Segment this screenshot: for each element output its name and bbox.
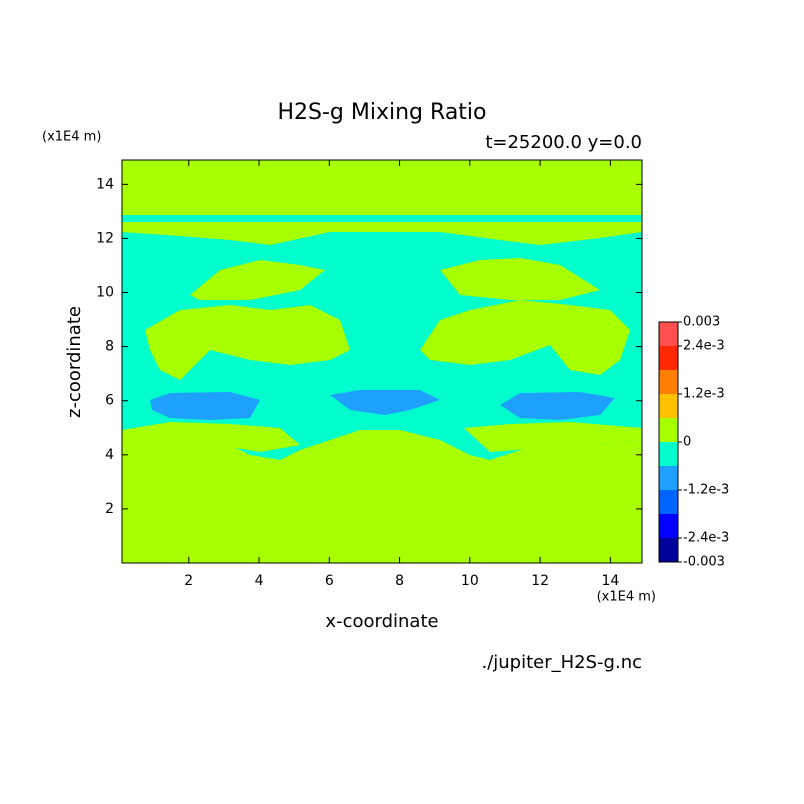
chart-subtitle: t=25200.0 y=0.0 <box>485 132 642 153</box>
contour-region <box>122 422 300 452</box>
y-unit: (x1E4 m) <box>42 130 101 145</box>
chart-title: H2S-g Mixing Ratio <box>277 100 486 125</box>
colorbar-band <box>659 370 678 394</box>
colorbar-band <box>659 490 678 514</box>
contour-region <box>145 305 350 380</box>
x-unit: (x1E4 m) <box>597 590 656 605</box>
colorbar-band <box>659 418 678 442</box>
colorbar-tick-label: -1.2e-3 <box>683 483 729 498</box>
x-tick-label: 6 <box>325 573 334 589</box>
y-tick-label: 2 <box>105 501 114 517</box>
contour-region <box>122 222 642 245</box>
plot-frame <box>121 159 643 564</box>
y-tick-label: 14 <box>96 176 114 192</box>
y-axis-label: z-coordinate <box>64 306 85 418</box>
x-axis-label: x-coordinate <box>325 611 438 632</box>
colorbar-band <box>659 514 678 538</box>
x-tick-label: 12 <box>531 573 549 589</box>
colorbar-band <box>659 442 678 466</box>
y-tick-label: 6 <box>105 393 114 409</box>
contour-region <box>330 390 440 415</box>
colorbar-tick-label: -0.003 <box>683 555 725 570</box>
contour-region <box>440 258 600 300</box>
x-tick-label: 10 <box>461 573 479 589</box>
colorbar-tick-label: 2.4e-3 <box>683 339 725 354</box>
source-file: ./jupiter_H2S-g.nc <box>481 652 642 673</box>
contour-region <box>190 260 325 300</box>
colorbar-tick-label: -2.4e-3 <box>683 531 729 546</box>
contour-region <box>464 422 642 452</box>
x-tick-label: 14 <box>601 573 619 589</box>
colorbar-tick-label: 0 <box>683 435 691 450</box>
colorbar-band <box>659 322 678 346</box>
colorbar-band <box>659 346 678 370</box>
contour-region <box>150 392 260 420</box>
colorbar-tick-label: 0.003 <box>683 315 720 330</box>
colorbar-band <box>659 466 678 490</box>
colorbar-band <box>659 538 678 562</box>
y-tick-label: 12 <box>96 230 114 246</box>
y-tick-label: 10 <box>96 285 114 301</box>
contour-region <box>420 300 630 375</box>
x-tick-label: 8 <box>395 573 404 589</box>
contour-region <box>500 392 615 420</box>
y-tick-label: 4 <box>105 447 114 463</box>
x-tick-label: 2 <box>184 573 193 589</box>
x-tick-label: 4 <box>255 573 264 589</box>
y-tick-label: 8 <box>105 339 114 355</box>
colorbar-tick-label: 1.2e-3 <box>683 387 725 402</box>
colorbar-band <box>659 394 678 418</box>
